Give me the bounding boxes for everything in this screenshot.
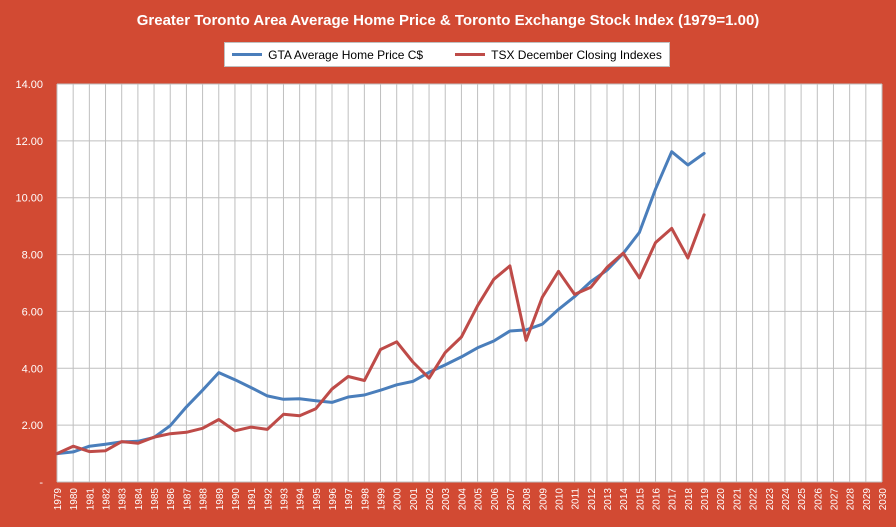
legend: GTA Average Home Price C$ TSX December C… <box>224 42 670 67</box>
x-tick-label: 1993 <box>279 488 290 511</box>
y-tick-label: 14.00 <box>15 79 43 91</box>
y-tick-label: 12.00 <box>15 136 43 148</box>
legend-label-gta: GTA Average Home Price C$ <box>268 47 424 62</box>
x-tick-label: 2029 <box>862 488 873 511</box>
x-tick-label: 2013 <box>603 488 614 511</box>
y-tick-label: 2.00 <box>22 420 43 432</box>
series-layer <box>55 150 706 456</box>
chart-title: Greater Toronto Area Average Home Price … <box>136 12 760 29</box>
x-tick-label: 1994 <box>296 488 307 511</box>
x-tick-label: 2007 <box>506 488 517 511</box>
x-tick-label: 2004 <box>457 488 468 511</box>
x-tick-label: 2021 <box>732 488 743 511</box>
x-tick-label: 2015 <box>635 488 646 511</box>
x-tick-label: 2000 <box>393 488 404 511</box>
y-tick-label: 6.00 <box>22 306 43 318</box>
x-tick-label: 2019 <box>700 488 711 511</box>
x-tick-label: 2011 <box>571 488 582 510</box>
x-tick-label: 2028 <box>846 488 857 511</box>
legend-label-tsx: TSX December Closing Indexes <box>491 47 662 62</box>
x-tick-label: 2001 <box>409 488 420 511</box>
x-tick-label: 1997 <box>344 488 355 511</box>
x-tick-label: 1986 <box>166 488 177 511</box>
x-tick-label: 1979 <box>53 488 64 511</box>
x-tick-label: 1985 <box>150 488 161 511</box>
x-tick-label: 1999 <box>377 488 388 511</box>
x-tick-label: 1984 <box>134 488 145 511</box>
x-tick-label: 2026 <box>813 488 824 511</box>
x-tick-label: 1992 <box>263 488 274 511</box>
x-tick-label: 2025 <box>797 488 808 511</box>
x-tick-label: 2010 <box>554 488 565 511</box>
plot-background <box>57 84 882 482</box>
x-tick-label: 1980 <box>69 488 80 511</box>
x-tick-label: 2006 <box>490 488 501 511</box>
x-tick-label: 2016 <box>652 488 663 511</box>
x-tick-label: 2009 <box>538 488 549 511</box>
x-tick-label: 1988 <box>199 488 210 511</box>
x-tick-label: 1996 <box>328 488 339 511</box>
y-axis: - 2.00 4.00 6.00 8.00 10.00 12.00 14.00 <box>15 79 43 489</box>
x-tick-label: 2030 <box>878 488 889 511</box>
x-tick-label: 2005 <box>474 488 485 511</box>
x-tick-label: 1987 <box>182 488 193 511</box>
y-tick-label: 4.00 <box>22 363 43 375</box>
x-tick-label: 2008 <box>522 488 533 511</box>
x-tick-label: 2012 <box>587 488 598 511</box>
x-tick-label: 2020 <box>716 488 727 511</box>
x-tick-label: 1982 <box>102 488 113 511</box>
x-tick-label: 2022 <box>749 488 760 511</box>
x-tick-label: 1995 <box>312 488 323 511</box>
x-tick-label: 2024 <box>781 488 792 511</box>
y-tick-label: 10.00 <box>15 193 43 205</box>
x-tick-label: 1990 <box>231 488 242 511</box>
x-tick-label: 2002 <box>425 488 436 511</box>
x-tick-label: 1981 <box>85 488 96 511</box>
legend-swatch-tsx <box>455 53 486 56</box>
legend-item-gta: GTA Average Home Price C$ <box>232 48 423 62</box>
x-tick-label: 2017 <box>668 488 679 511</box>
x-tick-label: 1989 <box>215 488 226 511</box>
grid-layer <box>56 83 883 483</box>
y-tick-label: - <box>39 477 43 489</box>
x-tick-label: 1991 <box>247 488 258 511</box>
legend-item-tsx: TSX December Closing Indexes <box>455 48 662 62</box>
x-axis: 1979 1980 1981 1982 1983 1984 1985 1986 1987 1988… <box>53 488 889 511</box>
legend-swatch-gta <box>232 53 263 56</box>
x-tick-label: 1998 <box>360 488 371 511</box>
x-tick-label: 2027 <box>829 488 840 511</box>
y-tick-label: 8.00 <box>22 250 43 262</box>
x-tick-label: 2023 <box>765 488 776 511</box>
x-tick-label: 2018 <box>684 488 695 511</box>
x-tick-label: 2003 <box>441 488 452 511</box>
x-tick-label: 1983 <box>118 488 129 511</box>
x-tick-label: 2014 <box>619 488 630 511</box>
